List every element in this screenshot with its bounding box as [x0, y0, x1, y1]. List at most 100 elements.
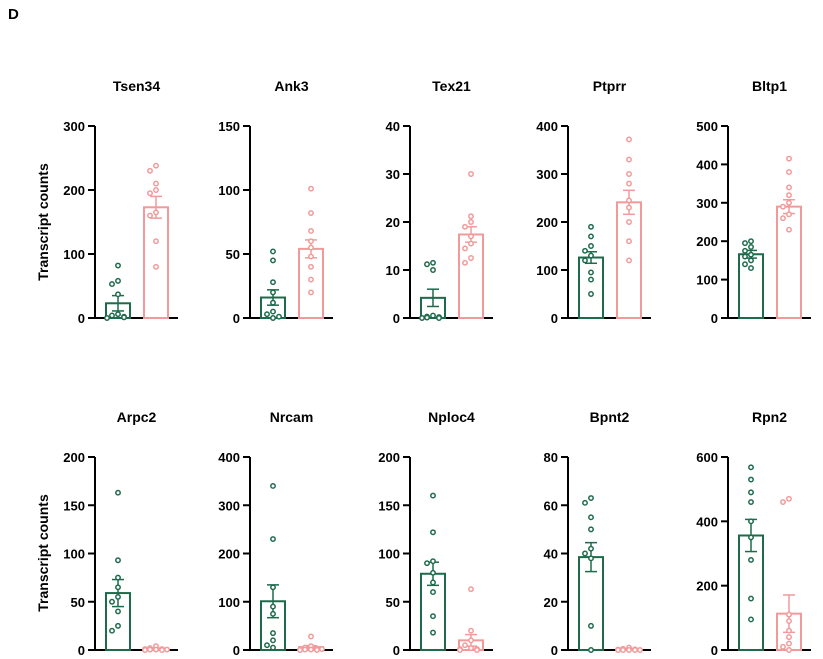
data-point [104, 315, 110, 321]
data-point [786, 640, 792, 647]
data-point [115, 557, 121, 564]
data-point [748, 476, 754, 483]
chart-title: Rpn2 [752, 409, 787, 425]
y-tick-label: 20 [386, 215, 400, 230]
chart-ank3: Ank3 0 50 100 150 [218, 78, 333, 326]
data-point [147, 646, 153, 653]
y-tick-label: 200 [696, 234, 718, 249]
chart-title: Bltp1 [752, 78, 787, 94]
data-point [748, 244, 754, 250]
data-point [620, 647, 626, 653]
y-tick-label: 0 [551, 643, 558, 658]
data-point [462, 245, 468, 252]
data-point [115, 574, 121, 581]
y-tick-label: 100 [63, 547, 85, 562]
y-tick-label: 200 [218, 547, 240, 562]
y-tick-label: 20 [544, 595, 558, 610]
data-point [786, 618, 792, 624]
data-point [419, 315, 425, 321]
data-point [582, 550, 588, 557]
data-point [748, 251, 754, 258]
data-point [109, 281, 115, 288]
data-point [308, 646, 314, 653]
data-point [786, 155, 792, 162]
y-tick-label: 50 [226, 247, 240, 262]
data-point [153, 162, 159, 169]
bar [143, 206, 169, 319]
data-point [424, 560, 430, 567]
y-tick-label: 0 [78, 643, 85, 658]
y-tick-label: 30 [386, 167, 400, 182]
y-tick-label: 200 [696, 579, 718, 594]
data-point [588, 233, 594, 240]
data-point [270, 483, 276, 489]
data-point [786, 169, 792, 176]
data-point [308, 210, 314, 216]
data-point [742, 247, 748, 254]
chart-arpc2: Arpc2 Transcript counts 0 50 100 150 200 [35, 409, 178, 658]
data-point [780, 643, 786, 650]
data-point [462, 223, 468, 230]
data-point [748, 518, 754, 525]
chart-bltp1: Bltp1 0 100 200 300 400 500 [696, 78, 811, 326]
data-point [436, 315, 442, 321]
y-tick-label: 0 [393, 643, 400, 658]
data-point [780, 215, 786, 222]
data-point [462, 642, 468, 649]
data-point [748, 464, 754, 471]
chart-nploc4: Nploc4 0 50 100 150 200 [378, 409, 493, 658]
y-tick-label: 100 [218, 183, 240, 198]
y-tick-label: 400 [218, 450, 240, 465]
data-point [430, 629, 436, 636]
y-tick-label: 300 [63, 119, 85, 134]
data-point [270, 603, 276, 610]
data-point [786, 634, 792, 641]
data-point [588, 252, 594, 259]
data-point [588, 291, 594, 297]
data-point [468, 219, 474, 225]
chart-title: Tsen34 [113, 78, 160, 94]
data-point [786, 226, 792, 233]
bar [738, 534, 764, 652]
y-tick-label: 150 [218, 119, 240, 134]
data-point [626, 238, 632, 245]
data-point [748, 534, 754, 541]
chart-nrcam: Nrcam 0 100 200 300 400 [218, 409, 333, 658]
data-point [637, 647, 643, 653]
chart-title: Bpnt2 [590, 409, 630, 425]
data-point [153, 209, 159, 216]
data-point [748, 257, 754, 264]
data-point [588, 622, 594, 629]
y-tick-label: 150 [63, 498, 85, 513]
data-point [308, 253, 314, 260]
data-point [588, 545, 594, 552]
y-tick-label: 300 [696, 196, 718, 211]
data-point [786, 184, 792, 191]
data-point [270, 279, 276, 286]
data-point [468, 627, 474, 634]
data-point [582, 499, 588, 506]
data-point [270, 308, 276, 315]
y-tick-label: 200 [63, 450, 85, 465]
chart-tsen34: Tsen34 Transcript counts 0 100 200 300 [35, 78, 178, 326]
data-point [270, 644, 276, 651]
data-point [424, 261, 430, 268]
chart-title: Ptprr [593, 78, 627, 94]
data-point [457, 647, 463, 653]
data-point [115, 311, 121, 318]
chart-rpn2: Rpn2 0 200 400 600 [696, 409, 811, 658]
data-point [308, 276, 314, 283]
chart-title: Nploc4 [428, 409, 475, 425]
data-point [588, 276, 594, 283]
data-point [153, 263, 159, 270]
data-point [430, 529, 436, 536]
chart-title: Tex21 [432, 78, 471, 94]
data-point [115, 291, 121, 298]
y-tick-label: 0 [78, 311, 85, 326]
data-point [308, 633, 314, 640]
data-point [582, 257, 588, 264]
data-point [314, 647, 320, 653]
data-point [142, 647, 148, 653]
data-point [308, 238, 314, 245]
data-point [308, 185, 314, 192]
